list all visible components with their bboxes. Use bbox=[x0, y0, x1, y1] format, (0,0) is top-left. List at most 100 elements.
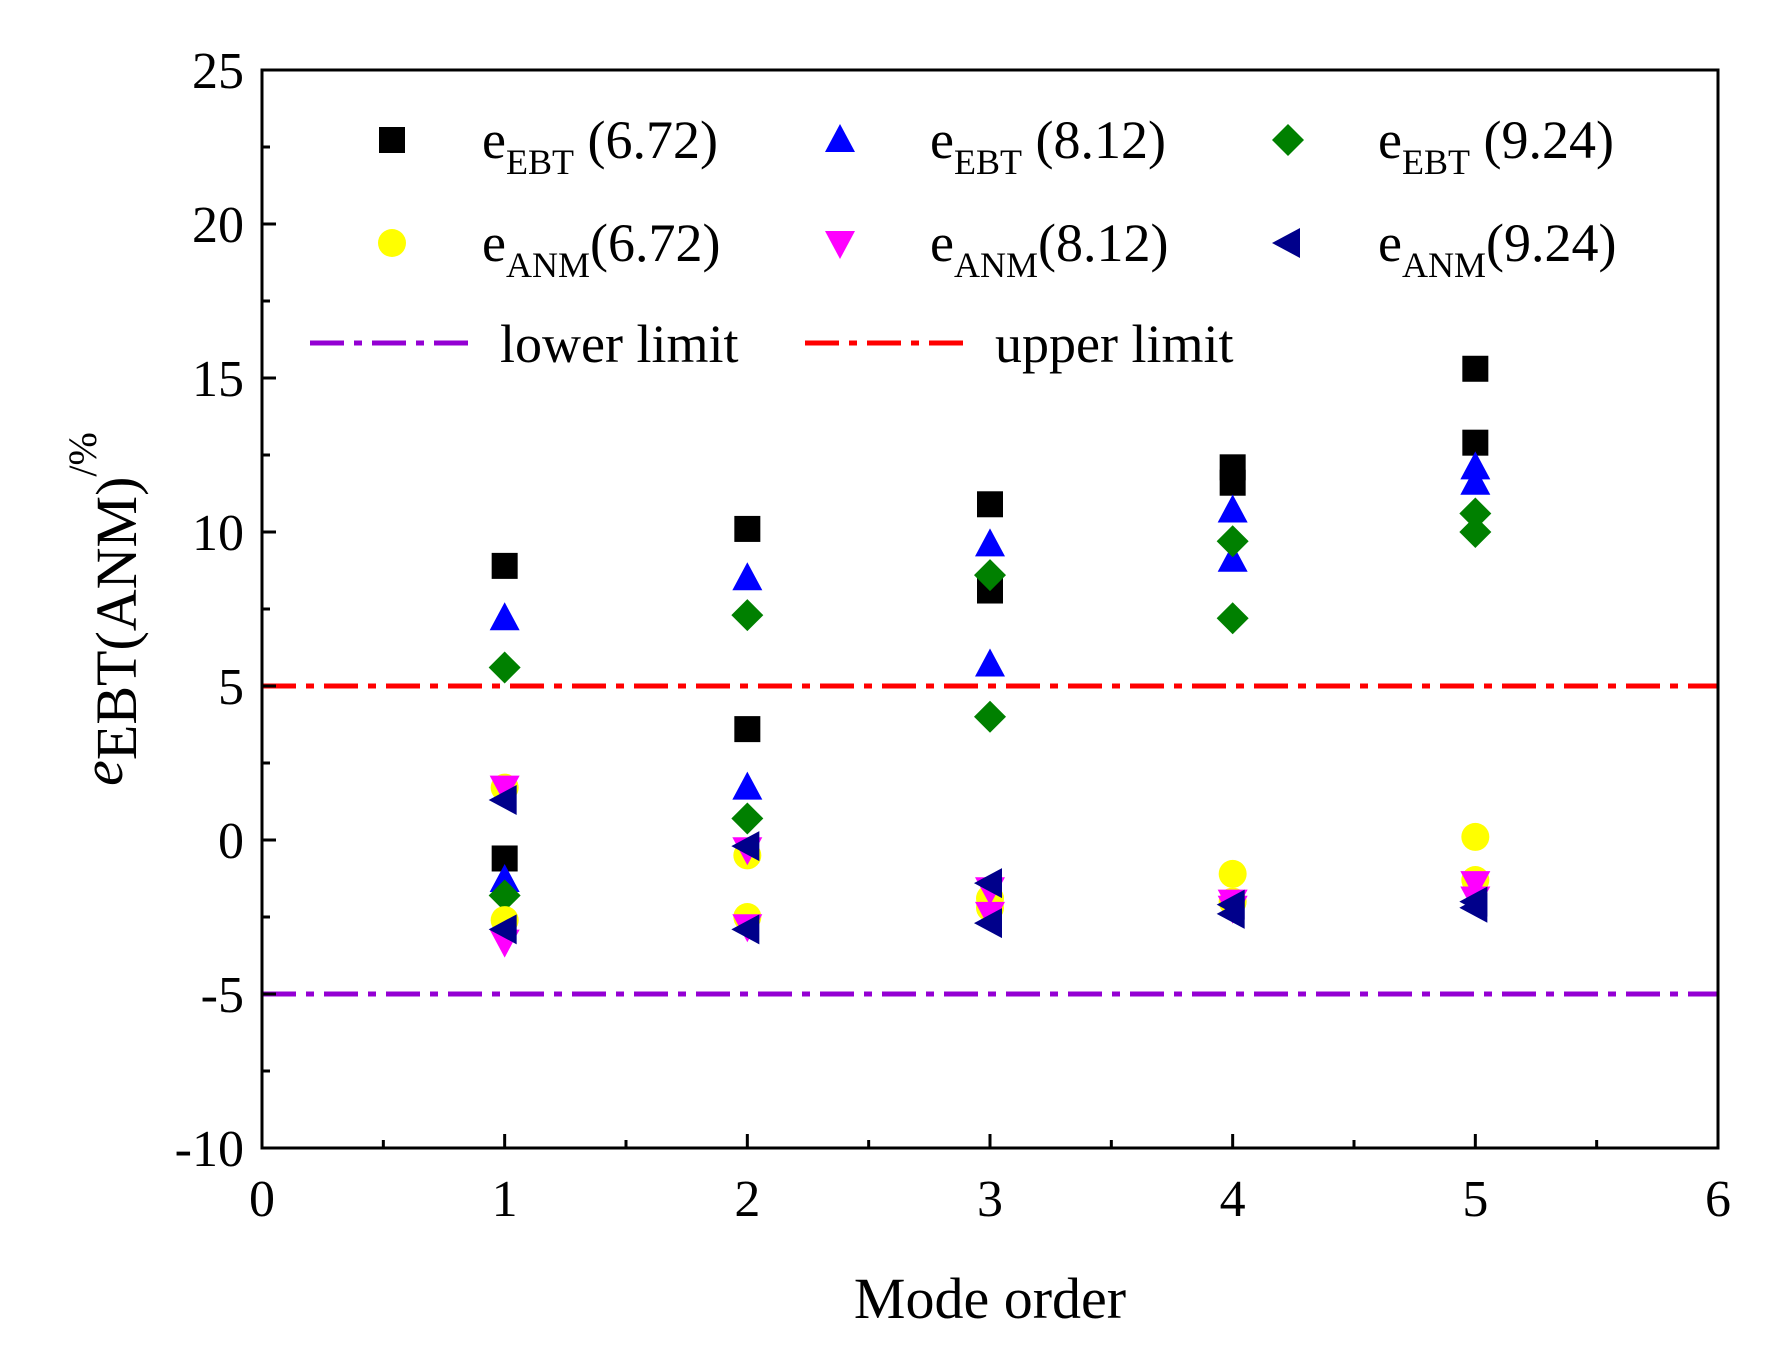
y-tick-label: 10 bbox=[192, 505, 244, 562]
x-tick-label: 6 bbox=[1705, 1171, 1731, 1228]
x-tick-label: 3 bbox=[977, 1171, 1003, 1228]
series-6 bbox=[488, 784, 1488, 945]
data-point bbox=[1216, 602, 1249, 635]
data-point bbox=[974, 559, 1006, 592]
data-point bbox=[1459, 497, 1492, 530]
data-point bbox=[1217, 494, 1248, 523]
data-point bbox=[731, 831, 760, 862]
x-tick-label: 5 bbox=[1462, 1171, 1488, 1228]
series-1 bbox=[491, 355, 1489, 872]
x-axis-label: Mode order bbox=[854, 1266, 1126, 1331]
data-point bbox=[1460, 871, 1491, 900]
legend-label: eANM(6.72) bbox=[482, 213, 720, 285]
data-point bbox=[974, 908, 1002, 939]
data-point bbox=[1460, 451, 1491, 480]
legend-entry-3: eEBT (9.24) bbox=[1272, 110, 1614, 182]
data-point bbox=[489, 602, 520, 631]
y-tick-label: 5 bbox=[218, 659, 244, 716]
legend-label: eANM(8.12) bbox=[930, 213, 1168, 285]
legend-label: eEBT (9.24) bbox=[1378, 110, 1614, 182]
legend-label-sub: ANM bbox=[954, 245, 1038, 285]
data-point bbox=[977, 491, 1003, 518]
data-point bbox=[489, 864, 520, 893]
data-point bbox=[1461, 822, 1490, 851]
y-tick-label: -10 bbox=[175, 1121, 244, 1178]
series-2 bbox=[489, 451, 1491, 893]
data-point bbox=[1459, 892, 1488, 923]
y-axis-label-sub: EBT(ANM) bbox=[84, 477, 149, 761]
data-point bbox=[1459, 516, 1492, 548]
data-point bbox=[975, 528, 1005, 557]
y-axis-label: eEBT(ANM)/% bbox=[60, 432, 149, 786]
x-tick-label: 1 bbox=[492, 1171, 518, 1228]
legend-label-rest: (6.72) bbox=[574, 110, 718, 170]
x-tick-label: 2 bbox=[734, 1171, 760, 1228]
y-tick-label: 15 bbox=[192, 351, 244, 408]
legend-marker bbox=[379, 127, 405, 153]
legend-entry-lower-limit: lower limit bbox=[310, 314, 738, 374]
reference-lines bbox=[262, 683, 1718, 997]
data-point bbox=[488, 651, 521, 684]
legend-marker bbox=[1272, 228, 1300, 258]
legend-label-sub: ANM bbox=[506, 245, 590, 285]
legend-label-main: e bbox=[930, 213, 954, 273]
legend-label-sub: EBT bbox=[1402, 142, 1470, 182]
legend-label: eEBT (8.12) bbox=[930, 110, 1166, 182]
data-point bbox=[734, 716, 761, 743]
legend-marker bbox=[825, 124, 855, 152]
legend-label-main: e bbox=[930, 110, 954, 170]
axis-ticks bbox=[260, 68, 1720, 1150]
legend-label-rest: (9.24) bbox=[1486, 213, 1616, 273]
legend-marker bbox=[1272, 124, 1304, 156]
legend-label-sub: EBT bbox=[506, 142, 574, 182]
data-point bbox=[488, 914, 517, 945]
legend-label-main: e bbox=[1378, 213, 1402, 273]
data-point bbox=[1216, 525, 1249, 558]
legend-entry-2: eEBT (8.12) bbox=[825, 110, 1166, 182]
y-axis-label-sup: /% bbox=[60, 432, 105, 476]
legend-label-sub: ANM bbox=[1402, 245, 1486, 285]
legend-label-rest: (8.12) bbox=[1022, 110, 1166, 170]
data-point bbox=[491, 552, 518, 579]
legend-entry-upper-limit: upper limit bbox=[805, 314, 1233, 374]
x-tick-label: 4 bbox=[1220, 1171, 1246, 1228]
legend-label: upper limit bbox=[995, 314, 1233, 374]
legend-entry-6: eANM(9.24) bbox=[1272, 213, 1616, 285]
data-point bbox=[1216, 898, 1245, 929]
data-point bbox=[489, 775, 520, 804]
axis-tick-labels: 0 1 2 3 4 5 6 -10 -5 0 5 10 15 20 25 bbox=[175, 43, 1731, 1228]
data-point bbox=[975, 648, 1005, 677]
legend-label-main: e bbox=[1378, 110, 1402, 170]
legend-entry-4: eANM(6.72) bbox=[378, 213, 720, 285]
data-point bbox=[974, 700, 1006, 733]
legend: eEBT (6.72) eEBT (8.12) eEBT (9.24)eANM(6.… bbox=[310, 110, 1616, 374]
data-point bbox=[731, 802, 764, 835]
legend-entry-1: eEBT (6.72) bbox=[379, 110, 718, 182]
data-point bbox=[1218, 859, 1247, 888]
legend-label: eEBT (6.72) bbox=[482, 110, 718, 182]
legend-entry-5: eANM(8.12) bbox=[825, 213, 1168, 285]
data-point bbox=[731, 914, 760, 945]
data-point bbox=[1219, 469, 1246, 496]
y-tick-label: 20 bbox=[192, 197, 244, 254]
legend-label: eANM(9.24) bbox=[1378, 213, 1616, 285]
legend-label: lower limit bbox=[500, 314, 738, 374]
y-tick-label: 0 bbox=[218, 813, 244, 870]
legend-label-main: e bbox=[482, 213, 506, 273]
y-tick-label: -5 bbox=[201, 967, 244, 1024]
legend-label-rest: (9.24) bbox=[1470, 110, 1614, 170]
legend-label-sub: EBT bbox=[954, 142, 1022, 182]
data-point bbox=[731, 599, 764, 632]
y-tick-label: 25 bbox=[192, 43, 244, 100]
data-point bbox=[488, 879, 521, 912]
y-axis-label-base: e bbox=[70, 760, 135, 786]
legend-label-rest: (8.12) bbox=[1038, 213, 1168, 273]
data-point bbox=[974, 868, 1002, 899]
series-3 bbox=[488, 497, 1492, 912]
data-points bbox=[488, 355, 1492, 958]
data-point bbox=[734, 515, 761, 542]
legend-marker bbox=[378, 229, 406, 257]
data-point bbox=[1460, 466, 1491, 495]
